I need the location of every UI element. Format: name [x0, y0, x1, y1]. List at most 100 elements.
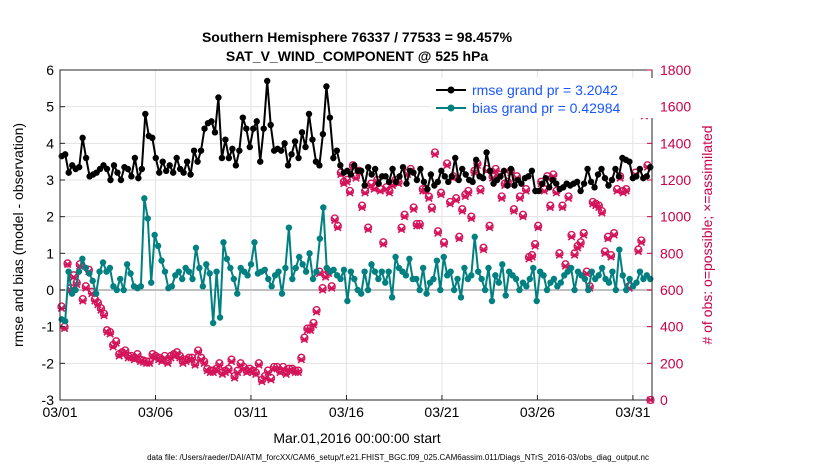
rmse-point — [399, 163, 407, 171]
possible-point — [300, 333, 309, 342]
rmse-point — [497, 173, 504, 180]
assimilated-point — [224, 366, 233, 375]
bias-point — [488, 297, 496, 305]
bias-point — [571, 286, 578, 294]
possible-point — [193, 346, 203, 355]
rmse-point — [243, 125, 250, 132]
assimilated-point — [546, 203, 555, 212]
possible-point — [634, 245, 643, 254]
assimilated-point — [163, 359, 172, 368]
rmse-point — [500, 167, 508, 175]
bias-point — [340, 266, 348, 274]
rmse-point — [225, 154, 233, 162]
y-tick-label-5: 2 — [46, 209, 54, 225]
rmse-point — [284, 162, 292, 169]
bias-point — [337, 275, 344, 283]
bias-point — [636, 268, 644, 275]
bias-point — [296, 253, 303, 261]
rmse-point — [330, 154, 337, 162]
rmse-point — [75, 163, 83, 171]
rmse-point — [587, 178, 595, 186]
bias-point — [474, 268, 482, 275]
possible-point — [534, 221, 543, 230]
rmse-point — [246, 143, 253, 151]
rmse-point — [149, 134, 156, 142]
rmse-point — [403, 180, 410, 187]
assimilated-point — [379, 240, 388, 248]
x-tick-label-0: 03/01 — [42, 404, 77, 420]
bias-point — [647, 275, 654, 283]
possible-point — [345, 186, 355, 196]
rmse-point — [479, 174, 487, 182]
assimilated-point — [455, 234, 464, 243]
bias-point — [526, 275, 534, 283]
rmse-point — [215, 94, 222, 101]
possible-point — [558, 201, 567, 210]
bias-point — [158, 257, 165, 264]
bias-point — [540, 272, 547, 279]
rmse-point — [427, 171, 435, 178]
rmse-point — [142, 110, 149, 118]
rmse-point — [633, 173, 640, 180]
rmse-point — [152, 154, 159, 162]
possible-point — [497, 192, 506, 201]
rmse-point — [553, 180, 560, 187]
rmse-point — [222, 136, 229, 143]
rmse-point — [542, 174, 549, 182]
bias-point — [175, 268, 182, 275]
bias-point — [285, 224, 293, 231]
assimilated-point — [528, 253, 536, 261]
rmse-point — [375, 180, 382, 187]
rmse-point — [323, 83, 330, 90]
rmse-point — [389, 165, 396, 173]
rmse-point — [166, 162, 173, 169]
bias-point — [251, 239, 258, 246]
rmse-point — [445, 178, 452, 186]
rmse-point — [197, 147, 205, 154]
y-right-tick-label-3: 600 — [660, 282, 684, 298]
assimilated-point — [555, 251, 564, 259]
assimilated-point — [312, 308, 321, 316]
bias-point — [247, 261, 255, 268]
assimilated-point — [230, 374, 239, 382]
rmse-point — [413, 176, 421, 184]
possible-point — [467, 212, 476, 221]
bias-point — [402, 272, 410, 279]
assimilated-point — [570, 251, 579, 259]
possible-point — [530, 240, 540, 249]
bias-point — [168, 283, 176, 290]
rmse-point — [163, 167, 170, 175]
y-tick-label-3: 0 — [46, 282, 54, 298]
legend: rmse grand pr = 3.2042 bias grand pr = 0… — [430, 78, 656, 118]
assimilated-point — [497, 194, 506, 203]
assimilated-point — [576, 240, 585, 248]
rmse-point — [253, 118, 260, 125]
bias-point — [461, 264, 468, 272]
assimilated-point — [200, 359, 209, 368]
rmse-point — [469, 178, 476, 186]
assimilated-point — [121, 348, 130, 357]
assimilated-point — [318, 286, 327, 294]
rmse-point — [594, 171, 602, 178]
rmse-point — [364, 163, 372, 171]
assimilated-point — [133, 352, 142, 360]
rmse-point — [316, 162, 323, 169]
assimilated-point — [610, 231, 618, 239]
rmse-point — [441, 173, 448, 180]
possible-point — [442, 159, 452, 168]
bias-point — [72, 286, 79, 294]
assimilated-point — [443, 161, 451, 170]
possible-point — [430, 148, 440, 157]
rmse-point — [472, 156, 480, 164]
assimilated-point — [333, 223, 342, 232]
bias-point — [516, 286, 523, 294]
rmse-point — [117, 176, 125, 184]
possible-point — [81, 282, 90, 291]
bias-point — [378, 268, 386, 275]
assimilated-point — [267, 376, 275, 384]
possible-point — [254, 359, 264, 368]
assimilated-point — [188, 355, 196, 364]
y-tick-label-1: -2 — [42, 355, 55, 371]
possible-point — [433, 227, 443, 236]
bias-point — [523, 283, 530, 290]
